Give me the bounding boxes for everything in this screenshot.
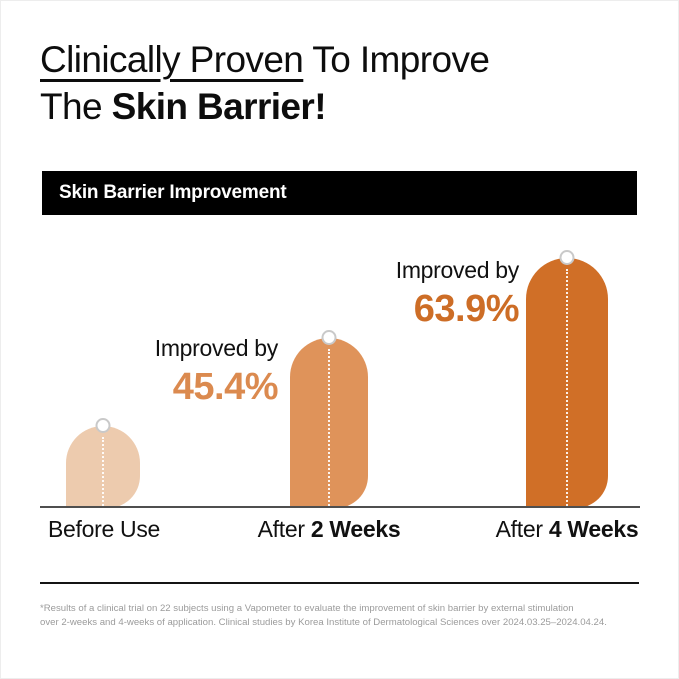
improvement-note-4weeks: Improved by 63.9%	[395, 257, 520, 331]
x-label-after-2-weeks: After 2 Weeks	[258, 516, 401, 543]
title-line2-bold: Skin Barrier!	[111, 86, 327, 127]
bar-after-4-weeks	[526, 250, 608, 508]
title-underlined-text: Clinically Proven	[40, 39, 304, 80]
section-banner-label: Skin Barrier Improvement	[59, 182, 287, 203]
footnote-line-1: *Results of a clinical trial on 22 subje…	[40, 603, 574, 614]
improvement-note-label: Improved by	[154, 335, 279, 361]
improvement-percent-2weeks: 45.4%	[172, 366, 279, 408]
page-title: Clinically Proven To Improve The Skin Ba…	[40, 36, 490, 130]
bar-top-circle-marker	[321, 330, 337, 345]
footnote-divider	[40, 582, 639, 584]
footnote: *Results of a clinical trial on 22 subje…	[40, 602, 607, 629]
x-label-after-4-weeks: After 4 Weeks	[496, 516, 639, 543]
bar-before-use	[66, 418, 140, 508]
title-line2-pre: The	[40, 86, 112, 127]
bar-top-circle-marker	[95, 418, 111, 433]
bar-after-2-weeks	[290, 330, 368, 508]
title-line-2: The Skin Barrier!	[40, 83, 489, 130]
improvement-note-2weeks: Improved by 45.4%	[154, 335, 279, 409]
title-line-1: Clinically Proven To Improve	[40, 36, 490, 83]
bar-dotted-line	[566, 269, 568, 506]
title-line1-rest: To Improve	[303, 39, 490, 80]
x-label-text: Before Use	[47, 516, 161, 542]
x-label-before-use: Before Use	[48, 516, 160, 543]
x-label-bold-text: 4 Weeks	[548, 516, 639, 542]
x-axis-line	[40, 506, 640, 508]
bar-dotted-line	[102, 437, 104, 506]
x-label-bold-text: 2 Weeks	[310, 516, 401, 542]
improvement-note-label: Improved by	[395, 257, 520, 283]
improvement-percent-4weeks: 63.9%	[413, 288, 520, 330]
x-label-text: After	[495, 516, 549, 542]
bar-dotted-line	[328, 349, 330, 506]
bar-top-circle-marker	[559, 250, 575, 265]
x-label-text: After	[257, 516, 311, 542]
section-banner: Skin Barrier Improvement	[42, 171, 637, 215]
footnote-line-2: over 2-weeks and 4-weeks of application.…	[40, 616, 607, 628]
